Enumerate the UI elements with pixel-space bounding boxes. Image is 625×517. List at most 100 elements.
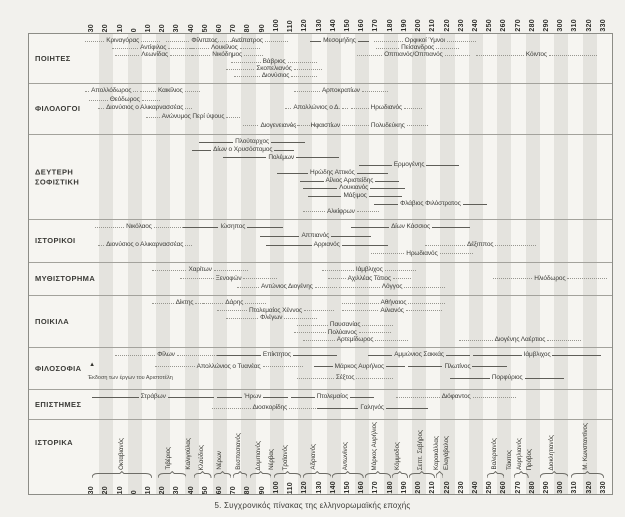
tick-label: 250 xyxy=(486,19,494,32)
entry-label: Πλωτίνος xyxy=(444,362,471,370)
timeline-entry: Ιάμβλιχος xyxy=(473,351,602,359)
leader-line xyxy=(146,116,160,118)
leader-line xyxy=(89,99,108,101)
tick-label: 310 xyxy=(571,19,579,32)
entry-label: Ορφικοί Ύμνοι xyxy=(404,37,445,45)
tick-label: 220 xyxy=(443,19,451,32)
entry-label: Δίων Κάσσιος xyxy=(391,223,431,231)
leader-line xyxy=(392,278,411,280)
emperor-label: Κόμμοδος xyxy=(394,442,402,470)
timeline-entry: Πτολεμαίος Χέννος xyxy=(217,307,334,314)
tick-label: 50 xyxy=(201,23,209,32)
leader-line xyxy=(97,244,105,246)
section-label: ΠΟΙΚΙΛΑ xyxy=(35,316,70,326)
decade-stripe xyxy=(184,34,199,494)
emperor-label: Καλιγούλας xyxy=(185,438,193,470)
reign-brace xyxy=(365,471,391,479)
entry-label: Δέξιππος xyxy=(467,240,494,248)
emperor-label: Νέρβας xyxy=(267,449,275,470)
entry-label: Δάρης xyxy=(225,299,244,307)
leader-line xyxy=(188,48,209,49)
entry-label: Ηρωδιανός xyxy=(406,249,438,257)
leader-line xyxy=(247,227,283,228)
leader-line xyxy=(446,41,476,42)
leader-line xyxy=(375,339,408,341)
decade-stripe xyxy=(355,34,370,494)
reign-brace xyxy=(214,471,232,479)
leader-line xyxy=(296,325,328,326)
tick-label: 180 xyxy=(386,481,394,494)
entry-label: Σκοπελιανός xyxy=(256,65,292,73)
entry-label: Ηφαιστίων xyxy=(310,121,341,129)
edition-note: Έκδοση των έργων του Αριστοτέλη xyxy=(87,374,173,381)
tick-label: 320 xyxy=(585,481,593,494)
entry-label: Διονύσιος ο Αλικαρνασσέας xyxy=(106,240,184,248)
entry-label: Πολύαινος xyxy=(327,328,357,336)
entry-label: Οππιανός/Οππιανός xyxy=(384,51,443,59)
tick-label: 180 xyxy=(386,19,394,32)
timeline-entry: Ιώσηπος xyxy=(183,224,283,231)
timeline-entry: Δίων ο Χρυσόστομος xyxy=(191,146,294,154)
timeline-entry: Ξενοφών xyxy=(180,275,277,282)
reign-brace xyxy=(571,471,604,479)
leader-line xyxy=(183,227,219,228)
tick-label: 250 xyxy=(486,481,494,494)
decade-stripe xyxy=(298,34,313,494)
leader-line xyxy=(396,397,440,398)
reign-brace xyxy=(332,471,364,479)
timeline-entry: Αθήναιος xyxy=(342,300,445,307)
timeline-entry: Πλωτίνος xyxy=(407,362,508,370)
leader-line xyxy=(291,76,317,77)
timeline-entry: Λουκίλιος xyxy=(188,45,260,52)
timeline-entry: Φίλιππος xyxy=(166,38,243,45)
section-label: ΜΥΘΙΣΤΟΡΗΜΑ xyxy=(35,274,96,284)
tick-label: 10 xyxy=(144,23,152,32)
leader-line xyxy=(263,397,289,398)
entry-label: Αίλιος Αριστείδης xyxy=(325,176,374,184)
leader-line xyxy=(405,310,442,312)
leader-line xyxy=(342,310,379,312)
tick-label: 80 xyxy=(244,23,252,32)
leader-line xyxy=(309,41,322,42)
timeline-entry: Μεσομήδης xyxy=(309,38,370,45)
leader-line xyxy=(407,366,443,368)
tick-label: 140 xyxy=(329,481,337,494)
tick-label: 270 xyxy=(514,481,522,494)
entry-label: Κόιντος xyxy=(525,51,547,59)
leader-line xyxy=(114,355,156,356)
leader-line xyxy=(356,211,380,213)
leader-line xyxy=(348,125,369,127)
leader-line xyxy=(373,41,403,42)
section-label: ΙΣΤΟΡΙΚΑ xyxy=(35,438,73,447)
leader-line xyxy=(167,397,215,398)
leader-line xyxy=(552,355,602,356)
leader-line xyxy=(424,244,465,246)
decade-stripes xyxy=(85,34,611,494)
emperor-label: Βεσπασιανός xyxy=(234,433,242,470)
leader-line xyxy=(85,91,90,92)
leader-line xyxy=(404,286,445,288)
reign-brace xyxy=(539,471,569,479)
leader-line xyxy=(287,62,317,63)
emperor-label: Πρόβος xyxy=(526,448,534,470)
leader-line xyxy=(185,108,192,110)
tick-label: 130 xyxy=(315,19,323,32)
entry-label: Νικόλαος xyxy=(126,223,152,231)
decade-stripe xyxy=(440,34,455,494)
leader-line xyxy=(264,41,289,42)
timeline-entry: Φίλων xyxy=(114,352,218,359)
entry-label: Απολλώνιος ο Τυανέας xyxy=(196,362,261,370)
entry-label: Ιάμβλιχος xyxy=(523,351,551,359)
leader-line xyxy=(244,55,263,56)
timeline-entry: Αμμώνιος Σακκάς xyxy=(367,352,471,359)
tick-label: 260 xyxy=(500,19,508,32)
leader-line xyxy=(153,227,184,228)
entry-label: Διογενειανός xyxy=(260,121,297,129)
timeline-entry: Γαληνός xyxy=(316,405,428,412)
tick-label: 10 xyxy=(116,23,124,32)
decade-stripe xyxy=(127,34,142,494)
timeline-entry: Δάρης xyxy=(202,299,266,307)
section-timeline: Στράβων Ήρων Πτολεμαίος Διόφαντος Διοσκορίδη… xyxy=(85,390,611,419)
entry-label: Παυσανίας xyxy=(329,321,361,329)
emperor-label: Μάρκος Αυρήλιος xyxy=(371,421,379,470)
